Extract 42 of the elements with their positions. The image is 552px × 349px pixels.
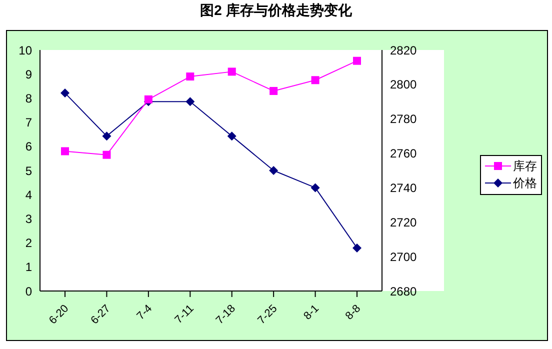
- point: [310, 183, 320, 192]
- legend-label: 库存: [513, 158, 537, 174]
- y-tick-label: 0: [25, 284, 32, 298]
- y-tick-label: 3: [25, 212, 32, 226]
- x-tick-label: 6-20: [47, 302, 72, 327]
- point: [60, 88, 70, 98]
- y-tick-label: 8: [25, 91, 32, 106]
- y2-tick-label: 2800: [390, 78, 418, 92]
- y-tick-label: 9: [25, 67, 32, 82]
- y-tick-label: 1: [25, 260, 32, 274]
- y-tick-label: 2: [25, 236, 32, 250]
- x-tick-label: 8-8: [343, 302, 364, 322]
- y-tick-label: 7: [25, 116, 32, 130]
- point: [186, 72, 194, 81]
- point: [227, 132, 236, 141]
- point: [228, 68, 236, 76]
- y-tick-label: 5: [25, 164, 32, 178]
- x-tick-label: 8-1: [302, 302, 322, 322]
- point: [102, 150, 111, 159]
- point: [269, 166, 278, 175]
- point: [186, 97, 195, 106]
- point: [311, 76, 320, 84]
- point: [144, 95, 152, 104]
- y2-tick-label: 2760: [390, 146, 418, 161]
- y2-tick-label: 2680: [390, 284, 418, 298]
- y2-tick-label: 2820: [390, 43, 418, 58]
- y2-tick-label: 2780: [390, 112, 418, 126]
- point: [352, 243, 362, 252]
- y-tick-label: 6: [25, 140, 32, 154]
- y2-tick-label: 2700: [390, 250, 418, 264]
- legend-label: 价格: [513, 174, 537, 192]
- point: [61, 147, 69, 156]
- point: [353, 56, 361, 65]
- x-tick-label: 7-4: [134, 302, 155, 322]
- point: [270, 86, 278, 95]
- point: [102, 132, 112, 141]
- y-tick-label: 4: [25, 188, 32, 202]
- y2-tick-label: 2720: [390, 215, 418, 230]
- y-tick-label: 10: [18, 43, 32, 58]
- y2-tick-label: 2740: [390, 180, 418, 195]
- x-tick-label: 7-11: [172, 302, 196, 326]
- chart-title: 图2 库存与价格走势变化: [199, 2, 353, 20]
